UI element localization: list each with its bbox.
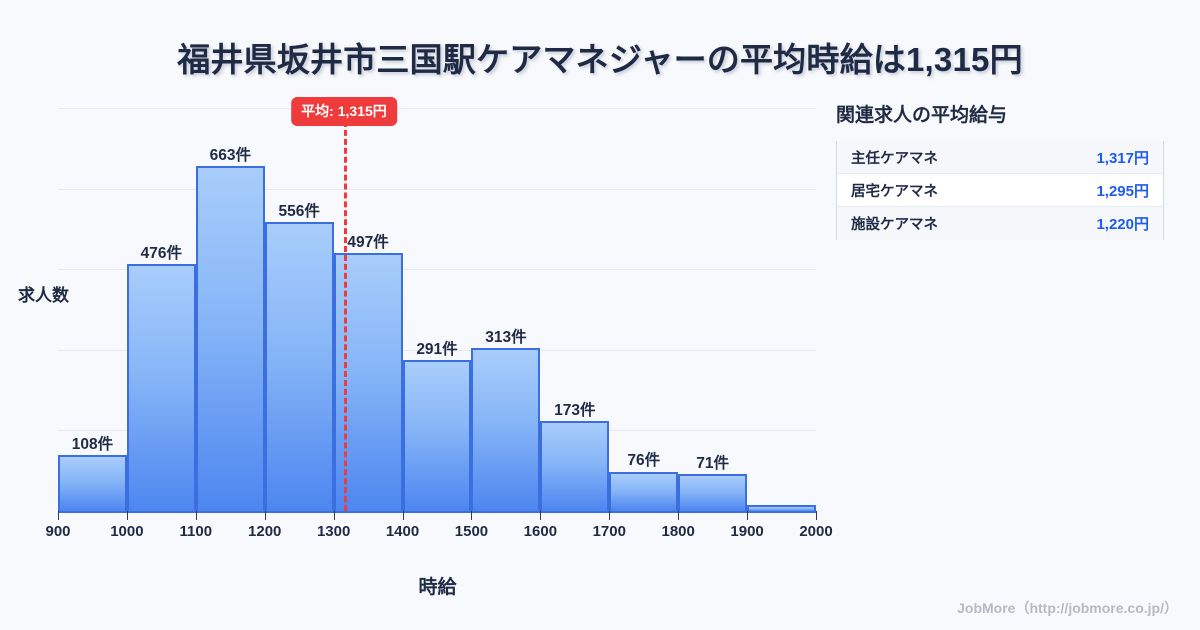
salary-row-value: 1,295円: [1096, 182, 1149, 200]
histogram-bar: [678, 474, 748, 511]
footer-credit: JobMore（http://jobmore.co.jp/）: [957, 600, 1178, 616]
salary-table-row: 居宅ケアマネ 1,295円: [837, 174, 1163, 207]
salary-table-row: 主任ケアマネ 1,317円: [837, 141, 1163, 174]
x-axis-tick-label: 1000: [110, 523, 144, 540]
gridline: [58, 188, 816, 190]
x-axis-tick: [609, 511, 611, 520]
x-axis-tick-label: 1800: [661, 523, 695, 540]
bar-value-label: 663件: [209, 147, 251, 165]
x-axis-tick: [471, 511, 473, 520]
gridline: [58, 269, 816, 271]
x-axis-tick: [126, 511, 128, 520]
chart-plot-area: 108件 476件 663件 556件 497件 291件 313件 173件 76件 71件: [58, 90, 816, 511]
x-axis-tick: [678, 511, 680, 520]
salary-table-row: 施設ケアマネ 1,220円: [837, 207, 1163, 240]
histogram-bar: [609, 471, 679, 511]
bar-value-label: 76件: [627, 452, 661, 470]
x-axis-tick-label: 1500: [454, 523, 489, 540]
histogram-chart: 108件 476件 663件 556件 497件 291件 313件 173件 76件 71件 9…: [0, 90, 840, 590]
average-line: [343, 121, 347, 511]
y-axis-title: 求人数: [18, 286, 69, 305]
related-salary-title: 関連求人の平均給与: [836, 105, 1008, 126]
bar-value-label: 556件: [278, 203, 320, 221]
x-axis-tick: [816, 511, 817, 520]
gridline: [58, 108, 816, 110]
x-axis-tick-label: 1900: [730, 523, 764, 540]
x-axis-tick: [402, 511, 404, 520]
x-axis-tick: [264, 511, 266, 520]
bar-value-label: 497件: [347, 233, 389, 251]
x-axis-tick-label: 1600: [523, 523, 558, 540]
histogram-bar: [126, 263, 196, 511]
x-axis-tick: [333, 511, 335, 520]
x-axis-tick: [747, 511, 749, 520]
x-axis-tick-label: 1700: [592, 523, 626, 540]
salary-row-value: 1,220円: [1096, 216, 1149, 233]
histogram-bar: [471, 348, 541, 511]
histogram-bar: [747, 504, 816, 511]
x-axis-tick: [58, 511, 59, 520]
salary-row-value: 1,317円: [1096, 149, 1149, 167]
average-badge: 平均: 1,315円: [291, 97, 397, 126]
x-axis-tick-label: 900: [45, 523, 71, 540]
histogram-bar: [195, 166, 265, 511]
salary-row-name: 主任ケアマネ: [851, 150, 938, 167]
x-axis-line: [58, 511, 816, 513]
gridline: [58, 349, 816, 351]
x-axis-tick-label: 2000: [799, 523, 833, 540]
x-axis-tick-label: 1300: [316, 523, 351, 540]
bar-value-label: 291件: [416, 340, 458, 358]
x-axis-tick: [195, 511, 197, 520]
histogram-bar: [402, 359, 472, 511]
related-salary-panel: 関連求人の平均給与 主任ケアマネ 1,317円居宅ケアマネ 1,295円施設ケアマネ…: [836, 100, 1166, 240]
x-axis-title: 時給: [418, 577, 457, 598]
bar-value-label: 108件: [71, 435, 114, 453]
bar-value-label: 476件: [140, 244, 183, 262]
x-axis-tick: [540, 511, 542, 520]
x-axis-tick-label: 1200: [248, 523, 282, 540]
histogram-bar: [540, 421, 610, 511]
x-axis-tick-label: 1100: [179, 523, 213, 540]
x-axis-tick-label: 1400: [385, 523, 420, 540]
salary-row-name: 居宅ケアマネ: [851, 183, 938, 200]
salary-row-name: 施設ケアマネ: [851, 217, 938, 233]
bar-value-label: 71件: [696, 455, 729, 473]
histogram-bar: [58, 454, 127, 511]
page-title: 福井県坂井市三国駅ケアマネジャーの平均時給は1,315円: [177, 41, 1023, 78]
bar-value-label: 313件: [485, 329, 527, 347]
bar-value-label: 173件: [554, 402, 596, 420]
histogram-bar: [264, 222, 334, 511]
salary-table: 主任ケアマネ 1,317円居宅ケアマネ 1,295円施設ケアマネ 1,220円: [836, 141, 1164, 240]
